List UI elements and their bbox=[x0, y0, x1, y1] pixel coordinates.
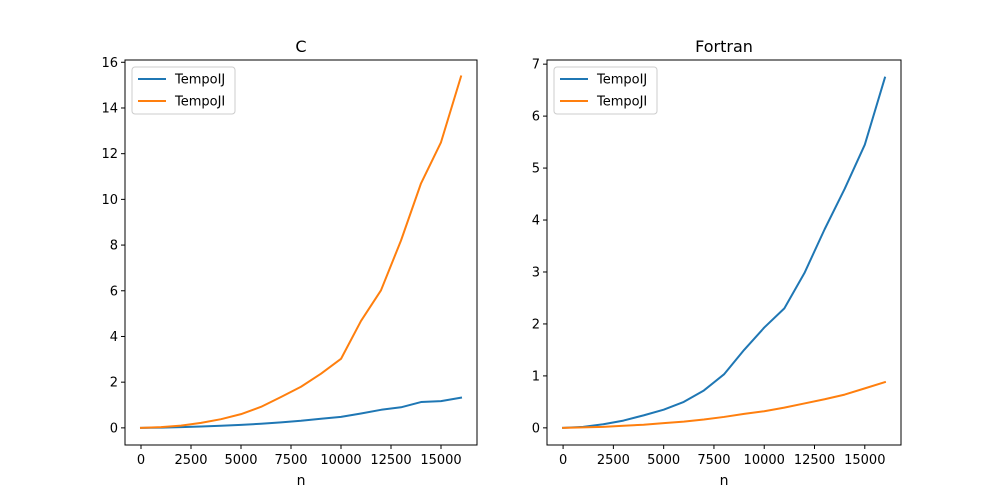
x-axis-label: n bbox=[720, 473, 729, 489]
series-line-tempoij bbox=[562, 76, 887, 429]
chart-title: Fortran bbox=[695, 37, 753, 56]
legend-label-tempoji: TempoJI bbox=[596, 95, 647, 110]
x-tick-label: 2500 bbox=[597, 453, 630, 468]
y-tick-label: 0 bbox=[532, 421, 540, 436]
x-axis-label: n bbox=[297, 473, 306, 489]
chart-fortran: 0 2500 5000 7500 10000 12500 15000 0 1 2 3 4 5 6 7 Fort… bbox=[532, 37, 902, 489]
y-tick-label: 0 bbox=[110, 421, 118, 436]
y-tick-label: 4 bbox=[110, 330, 118, 345]
x-tick-label: 10000 bbox=[744, 453, 785, 468]
y-tick-label: 10 bbox=[101, 193, 118, 208]
y-tick-label: 6 bbox=[110, 284, 118, 299]
y-tick-label: 2 bbox=[532, 317, 540, 332]
y-tick-label: 7 bbox=[532, 58, 540, 73]
chart-c: 0 2500 5000 7500 10000 12500 15000 0 2 4 6 8 10 12 14 1… bbox=[101, 37, 478, 489]
x-tick-label: 7500 bbox=[274, 453, 307, 468]
y-tick-label: 16 bbox=[101, 56, 118, 71]
legend-label-tempoji: TempoJI bbox=[174, 95, 225, 110]
y-tick-label: 5 bbox=[532, 162, 540, 177]
x-tick-label: 0 bbox=[137, 453, 145, 468]
series-line-tempoji bbox=[139, 75, 463, 429]
x-tick-label: 15000 bbox=[420, 453, 461, 468]
x-tick-label: 2500 bbox=[174, 453, 207, 468]
y-tick-label: 4 bbox=[532, 214, 540, 229]
x-tick-label: 7500 bbox=[697, 453, 730, 468]
x-tick-label: 12500 bbox=[370, 453, 411, 468]
series-line-tempoij bbox=[139, 396, 463, 429]
y-tick-label: 6 bbox=[532, 110, 540, 125]
legend-label-tempoij: TempoIJ bbox=[174, 73, 225, 88]
axes-frame bbox=[124, 59, 478, 446]
x-tick-label: 15000 bbox=[844, 453, 885, 468]
chart-title: C bbox=[295, 37, 306, 56]
y-tick-label: 12 bbox=[101, 147, 118, 162]
x-tick-label: 5000 bbox=[647, 453, 680, 468]
y-tick-label: 14 bbox=[101, 101, 118, 116]
y-tick-label: 1 bbox=[532, 369, 540, 384]
y-tick-label: 3 bbox=[532, 265, 540, 280]
x-tick-label: 5000 bbox=[224, 453, 257, 468]
legend-label-tempoij: TempoIJ bbox=[596, 73, 647, 88]
x-tick-label: 12500 bbox=[794, 453, 835, 468]
x-tick-label: 10000 bbox=[320, 453, 361, 468]
x-tick-label: 0 bbox=[559, 453, 567, 468]
y-tick-label: 2 bbox=[110, 376, 118, 391]
y-tick-label: 8 bbox=[110, 239, 118, 254]
axes-frame bbox=[546, 59, 902, 446]
series-line-tempoji bbox=[562, 380, 887, 429]
